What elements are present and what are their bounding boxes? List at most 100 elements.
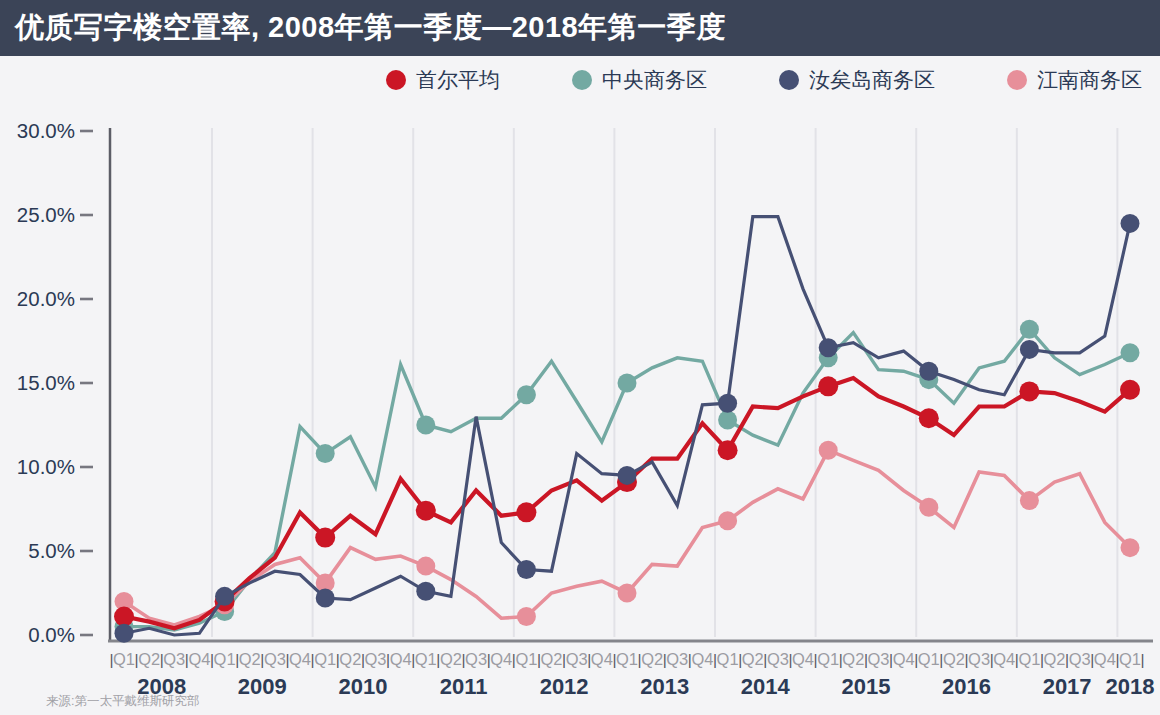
q1-marker-汝矣岛商务区: [416, 582, 435, 601]
x-quarter-label: Q2: [742, 650, 764, 668]
x-quarter-label: Q2: [239, 650, 261, 668]
x-year-label: 2011: [440, 674, 488, 699]
x-year-label: 2014: [741, 674, 791, 699]
x-quarter-label: Q1: [214, 650, 236, 668]
x-year-label: 2015: [841, 674, 890, 699]
q1-marker-汝矣岛商务区: [215, 587, 234, 606]
y-tick-label: 5.0%: [28, 539, 75, 562]
x-quarter-label: Q1: [113, 650, 135, 668]
legend-label: 江南商务区: [1037, 66, 1142, 94]
x-quarter-label: Q2: [1044, 650, 1066, 668]
x-year-label: 2012: [540, 674, 589, 699]
q1-marker-中央商务区: [316, 444, 335, 463]
x-quarter-label: Q4: [390, 650, 412, 668]
y-tick-label: 30.0%: [17, 119, 75, 142]
x-quarter-label: Q4: [490, 650, 512, 668]
x-quarter-label: Q3: [1069, 650, 1091, 668]
q1-marker-首尔平均: [416, 501, 436, 521]
legend-dot-icon: [1007, 70, 1027, 90]
x-quarter-label: Q4: [1094, 650, 1116, 668]
x-quarter-label: Q2: [641, 650, 663, 668]
q1-marker-中央商务区: [517, 385, 536, 404]
legend-label: 首尔平均: [416, 66, 500, 94]
x-year-label: 2018: [1106, 674, 1155, 699]
title-bar: 优质写字楼空置率, 2008年第一季度—2018年第一季度: [0, 0, 1160, 56]
q1-marker-首尔平均: [718, 440, 738, 460]
q1-marker-中央商务区: [416, 416, 435, 435]
x-quarter-label: Q1: [918, 650, 940, 668]
x-quarter-label: Q1: [1119, 650, 1141, 668]
x-quarter-label: Q4: [993, 650, 1015, 668]
chart-title: 优质写字楼空置率, 2008年第一季度—2018年第一季度: [0, 8, 726, 48]
x-quarter-label: Q1: [1018, 650, 1040, 668]
x-quarter-label: Q3: [163, 650, 185, 668]
x-quarter-label: Q2: [842, 650, 864, 668]
legend: 首尔平均 中央商务区 汝矣岛商务区 江南商务区: [0, 56, 1160, 104]
series-line-汝矣岛商务区: [124, 217, 1130, 635]
q1-marker-首尔平均: [315, 528, 335, 548]
x-year-label: 2009: [238, 674, 287, 699]
x-quarter-label: Q1: [717, 650, 739, 668]
x-year-label: 2016: [942, 674, 991, 699]
q1-marker-汝矣岛商务区: [618, 466, 637, 485]
x-quarter-label: Q4: [188, 650, 210, 668]
q1-marker-首尔平均: [919, 408, 939, 428]
q1-marker-江南商务区: [1020, 491, 1039, 510]
q1-marker-江南商务区: [819, 441, 838, 460]
x-quarter-label: Q3: [264, 650, 286, 668]
x-quarter-label: Q4: [691, 650, 713, 668]
x-year-label: 2010: [338, 674, 387, 699]
x-quarter-label: Q4: [289, 650, 311, 668]
x-quarter-label: Q3: [767, 650, 789, 668]
x-quarter-label: Q2: [541, 650, 563, 668]
x-quarter-label: Q1: [415, 650, 437, 668]
y-tick-label: 0.0%: [28, 623, 75, 646]
q1-marker-汝矣岛商务区: [517, 560, 536, 579]
legend-dot-icon: [779, 70, 799, 90]
x-quarter-label: Q2: [943, 650, 965, 668]
q1-marker-中央商务区: [1121, 343, 1140, 362]
q1-marker-江南商务区: [1121, 538, 1140, 557]
legend-item-3: 江南商务区: [1007, 66, 1142, 94]
legend-item-2: 汝矣岛商务区: [779, 66, 935, 94]
q1-marker-江南商务区: [718, 511, 737, 530]
x-quarter-label: Q4: [591, 650, 613, 668]
q1-marker-江南商务区: [618, 584, 637, 603]
y-tick-label: 20.0%: [17, 287, 75, 310]
x-quarter-label: Q3: [364, 650, 386, 668]
q1-marker-汝矣岛商务区: [819, 338, 838, 357]
legend-dot-icon: [386, 70, 406, 90]
q1-marker-汝矣岛商务区: [316, 589, 335, 608]
x-quarter-label: Q2: [440, 650, 462, 668]
x-quarter-label: Q3: [968, 650, 990, 668]
legend-item-0: 首尔平均: [386, 66, 500, 94]
q1-marker-首尔平均: [818, 376, 838, 396]
legend-label: 汝矣岛商务区: [809, 66, 935, 94]
x-quarter-label: Q3: [867, 650, 889, 668]
x-quarter-label: Q2: [339, 650, 361, 668]
q1-marker-中央商务区: [718, 410, 737, 429]
q1-marker-首尔平均: [114, 607, 134, 627]
q1-marker-汝矣岛商务区: [115, 624, 134, 643]
legend-dot-icon: [572, 70, 592, 90]
legend-label: 中央商务区: [602, 66, 707, 94]
legend-item-1: 中央商务区: [572, 66, 707, 94]
x-quarter-label: Q4: [792, 650, 814, 668]
q1-marker-汝矣岛商务区: [1121, 214, 1140, 233]
x-quarter-label: Q4: [893, 650, 915, 668]
x-quarter-label: Q3: [465, 650, 487, 668]
q1-marker-中央商务区: [618, 374, 637, 393]
q1-marker-江南商务区: [416, 557, 435, 576]
y-tick-label: 15.0%: [17, 371, 75, 394]
q1-marker-江南商务区: [919, 498, 938, 517]
x-quarter-label: Q1: [314, 650, 336, 668]
x-separator: |: [1141, 651, 1145, 668]
q1-marker-首尔平均: [1120, 380, 1140, 400]
y-tick-label: 25.0%: [17, 203, 75, 226]
q1-marker-中央商务区: [1020, 320, 1039, 339]
x-quarter-label: Q1: [616, 650, 638, 668]
q1-marker-江南商务区: [517, 607, 536, 626]
x-quarter-label: Q1: [817, 650, 839, 668]
x-year-label: 2017: [1043, 674, 1092, 699]
q1-marker-首尔平均: [1019, 381, 1039, 401]
